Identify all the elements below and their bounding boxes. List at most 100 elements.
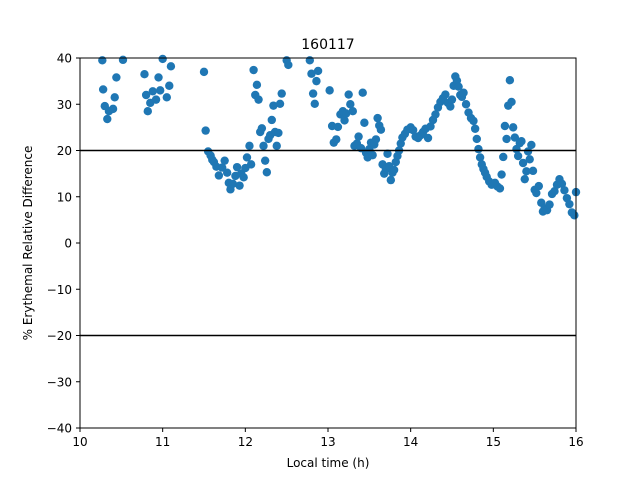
data-point xyxy=(517,137,526,146)
data-point xyxy=(165,81,174,90)
data-point xyxy=(346,100,355,109)
data-point xyxy=(112,73,121,82)
data-point xyxy=(235,181,244,190)
data-point xyxy=(269,101,278,110)
data-point xyxy=(246,160,256,169)
y-tick-label: 40 xyxy=(57,52,72,66)
data-point xyxy=(154,73,163,82)
data-point xyxy=(214,171,224,180)
data-point xyxy=(507,97,516,107)
data-point xyxy=(201,126,210,135)
chart-title: 160117 xyxy=(301,37,354,53)
data-point xyxy=(389,165,399,175)
x-tick-label: 12 xyxy=(238,435,253,449)
data-point xyxy=(260,156,270,165)
data-point xyxy=(500,121,510,131)
data-point xyxy=(277,89,286,98)
data-point xyxy=(557,179,567,188)
data-point xyxy=(360,118,369,127)
data-point xyxy=(254,95,263,104)
y-tick-label: 0 xyxy=(64,237,72,251)
data-point xyxy=(313,66,323,76)
data-point xyxy=(242,153,252,162)
data-point xyxy=(426,122,435,131)
data-point xyxy=(354,132,363,141)
y-tick-label: −20 xyxy=(47,329,72,343)
data-point xyxy=(274,128,283,138)
data-point xyxy=(166,62,176,71)
x-tick-label: 11 xyxy=(155,435,170,449)
data-point xyxy=(550,187,559,196)
data-point xyxy=(560,186,569,195)
data-point xyxy=(110,93,119,102)
data-point xyxy=(499,152,508,162)
data-point xyxy=(312,76,321,86)
data-point xyxy=(222,168,232,177)
data-point xyxy=(239,173,248,182)
data-point xyxy=(522,167,531,176)
y-axis-label: % Erythemal Relative Difference xyxy=(21,146,35,341)
x-axis-label: Local time (h) xyxy=(287,456,370,470)
data-point xyxy=(447,95,457,104)
x-tick-label: 13 xyxy=(320,435,335,449)
data-point xyxy=(155,86,165,95)
data-point xyxy=(308,89,318,98)
data-point xyxy=(284,60,293,70)
data-point xyxy=(228,179,238,188)
data-point xyxy=(459,88,468,97)
data-point xyxy=(423,133,433,143)
data-point xyxy=(275,99,285,108)
data-point xyxy=(441,90,450,99)
data-point xyxy=(368,150,377,160)
data-point xyxy=(472,134,481,144)
data-point xyxy=(565,199,574,209)
data-point xyxy=(518,158,528,168)
data-point xyxy=(454,82,463,91)
data-point xyxy=(332,135,341,144)
data-point xyxy=(348,106,357,116)
data-point xyxy=(108,104,118,114)
x-axis: 10 11 12 13 14 15 16 xyxy=(72,428,584,449)
data-point xyxy=(325,86,334,95)
data-point xyxy=(373,113,382,123)
data-point xyxy=(344,90,353,99)
data-point xyxy=(245,141,254,151)
data-point xyxy=(199,67,209,77)
data-point xyxy=(502,134,511,144)
data-point xyxy=(570,211,579,220)
data-point xyxy=(262,168,272,177)
data-point xyxy=(510,133,520,142)
y-tick-label: 10 xyxy=(57,190,72,204)
data-point xyxy=(461,100,471,109)
data-point xyxy=(475,153,485,162)
data-point xyxy=(158,54,167,64)
x-tick-label: 10 xyxy=(72,435,87,449)
data-point xyxy=(431,110,440,119)
data-point xyxy=(140,69,149,79)
data-point xyxy=(267,115,276,125)
data-point xyxy=(386,175,396,185)
data-point xyxy=(358,88,367,97)
data-point xyxy=(341,109,351,118)
data-point xyxy=(528,166,538,176)
data-point xyxy=(505,76,515,85)
data-point xyxy=(220,156,229,165)
data-point xyxy=(141,90,151,100)
data-point xyxy=(257,124,267,133)
data-point xyxy=(527,140,536,150)
data-point xyxy=(148,87,157,96)
data-point xyxy=(103,114,112,124)
data-point xyxy=(469,116,478,126)
data-point xyxy=(376,125,386,134)
data-point xyxy=(340,116,349,125)
data-point xyxy=(143,106,152,116)
data-point xyxy=(383,149,392,158)
data-point xyxy=(232,162,242,172)
data-point xyxy=(307,69,316,78)
data-point xyxy=(252,80,262,90)
x-tick-label: 15 xyxy=(486,435,501,449)
y-axis: −40 −30 −20 −10 0 10 20 30 40 xyxy=(47,52,80,436)
data-point xyxy=(118,55,128,65)
x-tick-label: 16 xyxy=(568,435,583,449)
